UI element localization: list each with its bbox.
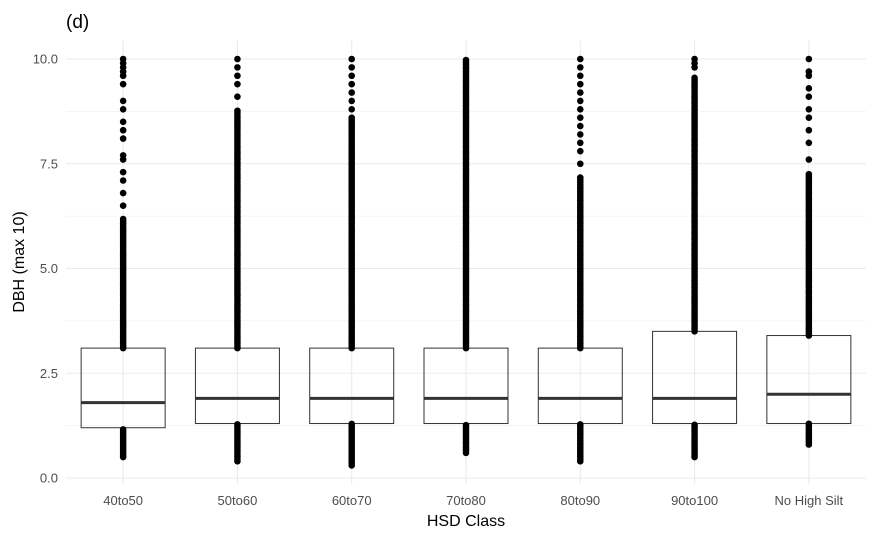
points-No High Silt xyxy=(805,55,813,448)
outlier-point xyxy=(805,420,813,428)
outlier-point xyxy=(234,55,241,63)
outlier-point xyxy=(576,72,584,80)
outlier-point xyxy=(119,97,127,105)
outlier-point xyxy=(576,97,584,105)
y-tick-label: 2.5 xyxy=(40,366,58,381)
outlier-point xyxy=(805,156,813,163)
y-axis-title: DBH (max 10) xyxy=(11,211,28,312)
outlier-point xyxy=(348,89,356,96)
outlier-point xyxy=(805,114,813,121)
outlier-point xyxy=(234,93,241,101)
points-70to80 xyxy=(462,56,470,457)
outlier-point xyxy=(805,126,813,134)
outlier-point xyxy=(119,152,127,159)
x-tick-label: No High Silt xyxy=(775,493,844,508)
points-90to100 xyxy=(691,55,698,461)
outlier-point xyxy=(119,55,127,63)
outlier-point xyxy=(234,80,241,88)
outlier-point xyxy=(576,131,584,138)
y-tick-label: 0.0 xyxy=(40,471,58,486)
outlier-point xyxy=(805,85,813,92)
outlier-point xyxy=(119,215,127,223)
outlier-point xyxy=(234,72,241,80)
outlier-point xyxy=(691,55,698,63)
outlier-point xyxy=(805,68,813,75)
points-40to50 xyxy=(119,55,127,461)
points-80to90 xyxy=(576,55,584,465)
outlier-point xyxy=(348,72,356,80)
outlier-point xyxy=(234,107,241,115)
outlier-point xyxy=(348,64,356,71)
panel-tag: (d) xyxy=(66,12,89,33)
x-tick-label: 80to90 xyxy=(560,493,600,508)
x-axis-ticks: 40to50 50to60 60to70 70to80 80to90 90to100 No … xyxy=(103,493,843,508)
outlier-point xyxy=(576,139,584,147)
points-60to70 xyxy=(348,55,356,469)
outlier-point xyxy=(348,420,356,428)
outlier-point xyxy=(234,421,241,428)
x-tick-label: 50to60 xyxy=(218,493,258,508)
outlier-point xyxy=(348,80,356,88)
outlier-point xyxy=(691,74,698,82)
outlier-point xyxy=(805,105,813,113)
outlier-point xyxy=(805,55,813,63)
outlier-point xyxy=(576,64,584,71)
x-tick-label: 90to100 xyxy=(671,493,718,508)
points-50to60 xyxy=(234,55,241,465)
outlier-point xyxy=(119,177,127,184)
outlier-point xyxy=(576,122,584,130)
outlier-point xyxy=(119,202,127,209)
y-axis-ticks: 0.0 2.5 5.0 7.5 10.0 xyxy=(33,52,58,486)
outlier-point xyxy=(119,118,127,126)
y-tick-label: 5.0 xyxy=(40,261,58,276)
outlier-point xyxy=(805,139,813,147)
outlier-point xyxy=(119,168,127,176)
y-tick-label: 7.5 xyxy=(40,156,58,171)
outlier-point xyxy=(119,426,127,433)
outlier-point xyxy=(119,126,127,134)
outlier-point xyxy=(462,421,470,429)
outlier-point xyxy=(805,170,813,178)
outlier-point xyxy=(576,147,584,155)
outlier-point xyxy=(576,174,584,181)
outlier-point xyxy=(576,114,584,121)
outlier-point xyxy=(348,55,356,63)
outlier-point xyxy=(691,421,698,429)
outlier-point xyxy=(576,55,584,63)
outlier-point xyxy=(119,189,127,197)
outlier-point xyxy=(348,114,356,121)
x-tick-label: 60to70 xyxy=(332,493,372,508)
outlier-point xyxy=(348,105,356,113)
outlier-point xyxy=(234,64,241,71)
outlier-points-layer xyxy=(119,55,813,469)
x-tick-label: 40to50 xyxy=(103,493,143,508)
outlier-point xyxy=(119,105,127,113)
outlier-point xyxy=(576,80,584,88)
outlier-point xyxy=(576,89,584,96)
outlier-point xyxy=(576,421,584,428)
x-tick-label: 70to80 xyxy=(446,493,486,508)
y-tick-label: 10.0 xyxy=(33,52,58,67)
outlier-point xyxy=(462,56,470,64)
outlier-point xyxy=(348,97,356,105)
outlier-point xyxy=(119,135,127,142)
outlier-point xyxy=(576,160,584,168)
outlier-point xyxy=(119,80,127,88)
x-axis-title: HSD Class xyxy=(427,513,505,530)
outlier-point xyxy=(805,93,813,101)
outlier-point xyxy=(576,105,584,113)
